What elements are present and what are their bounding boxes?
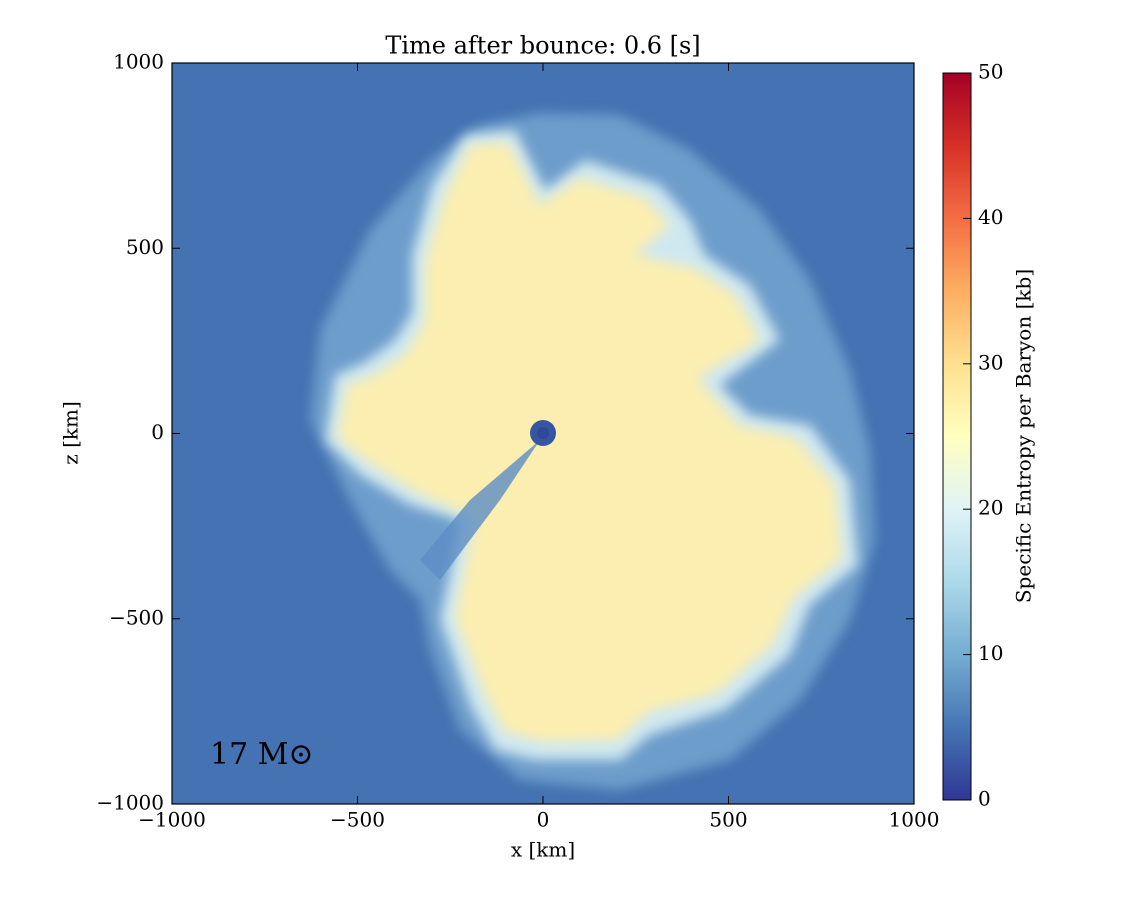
colorbar-tick-label: 10 xyxy=(978,641,1003,665)
x-axis-label: x [km] xyxy=(511,838,575,862)
colorbar xyxy=(942,72,972,801)
y-axis-label: z [km] xyxy=(59,401,83,465)
colorbar-tick-label: 20 xyxy=(978,496,1003,520)
colorbar-tick-label: 30 xyxy=(978,350,1003,374)
colorbar-tick-label: 40 xyxy=(978,205,1003,229)
annotation: 17 M⊙ xyxy=(210,737,314,772)
y-tick-label: 0 xyxy=(151,420,164,444)
x-tick-label: 500 xyxy=(709,808,747,832)
y-tick-label: −500 xyxy=(109,605,164,629)
x-tick-label: −500 xyxy=(330,808,385,832)
entropy-field xyxy=(172,63,914,804)
axes: −1000 −500 0 500 1000 −1000 −500 0 500 1000 xyxy=(96,50,939,832)
y-tick-label: 500 xyxy=(126,235,164,259)
y-tick-label: −1000 xyxy=(96,791,164,815)
chart-title: Time after bounce: 0.6 [s] xyxy=(385,32,700,60)
x-tick-label: −1000 xyxy=(138,808,206,832)
plot-frame xyxy=(171,62,915,805)
downflow xyxy=(420,440,540,580)
proto-neutron-star-core xyxy=(537,427,549,439)
colorbar-label: Specific Entropy per Baryon [kb] xyxy=(1012,269,1036,603)
x-tick-label: 1000 xyxy=(889,808,940,832)
colorbar-tick-label: 0 xyxy=(978,787,991,811)
y-tick-label: 1000 xyxy=(113,50,164,74)
x-tick-label: 0 xyxy=(537,808,550,832)
hot-bubbles xyxy=(337,142,842,742)
colorbar-tick-label: 50 xyxy=(978,60,1003,84)
